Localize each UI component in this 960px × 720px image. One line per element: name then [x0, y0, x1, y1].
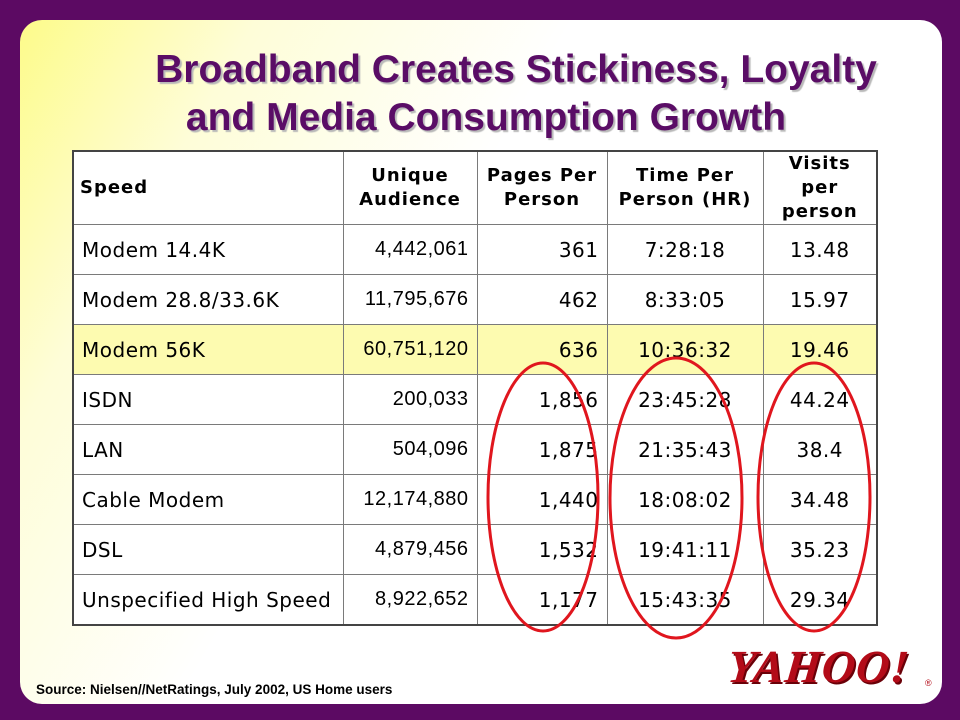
col-header-audience: Unique Audience — [342, 150, 478, 225]
cell-speed: Modem 28.8/33.6K — [72, 274, 344, 325]
col-header-audience-line2: Audience — [359, 189, 461, 210]
source-note: Source: Nielsen//NetRatings, July 2002, … — [36, 682, 393, 697]
col-header-speed: Speed — [72, 150, 344, 225]
cell-audience: 4,442,061 — [342, 224, 478, 275]
cell-visits: 34.48 — [762, 474, 878, 525]
table-row: Cable Modem 12,174,880 1,440 18:08:02 34… — [72, 474, 878, 525]
slide-title: Broadband Creates Stickiness, Loyalty an… — [20, 46, 942, 142]
cell-pages: 636 — [476, 324, 608, 375]
cell-visits: 19.46 — [762, 324, 878, 375]
cell-time: 10:36:32 — [606, 324, 764, 375]
cell-speed: Cable Modem — [72, 474, 344, 525]
table-header-row: Speed Unique Audience Pages Per Person Tim… — [72, 150, 878, 225]
table-row-highlighted: Modem 56K 60,751,120 636 10:36:32 19.46 — [72, 324, 878, 375]
table-row: Modem 14.4K 4,442,061 361 7:28:18 13.48 — [72, 224, 878, 275]
registered-mark: ® — [925, 678, 932, 688]
cell-speed: Modem 56K — [72, 324, 344, 375]
cell-pages: 361 — [476, 224, 608, 275]
cell-speed: Unspecified High Speed — [72, 574, 344, 626]
cell-audience: 11,795,676 — [342, 274, 478, 325]
col-header-pages-line2: Person — [503, 189, 581, 210]
cell-pages: 1,856 — [476, 374, 608, 425]
col-header-visits: Visits per person — [762, 150, 878, 225]
slide: Broadband Creates Stickiness, Loyalty an… — [20, 20, 942, 704]
broadband-table: Speed Unique Audience Pages Per Person Tim… — [72, 150, 878, 626]
title-line-1: Broadband Creates Stickiness, Loyalty — [155, 48, 877, 91]
table-row: DSL 4,879,456 1,532 19:41:11 35.23 — [72, 524, 878, 575]
table-row: Unspecified High Speed 8,922,652 1,177 1… — [72, 574, 878, 626]
cell-time: 19:41:11 — [606, 524, 764, 575]
cell-visits: 35.23 — [762, 524, 878, 575]
col-header-time: Time Per Person (HR) — [606, 150, 764, 225]
table-row: Modem 28.8/33.6K 11,795,676 462 8:33:05 … — [72, 274, 878, 325]
cell-speed: DSL — [72, 524, 344, 575]
cell-time: 8:33:05 — [606, 274, 764, 325]
cell-time: 18:08:02 — [606, 474, 764, 525]
col-header-time-line1: Time Per — [636, 165, 734, 186]
cell-audience: 200,033 — [342, 374, 478, 425]
cell-time: 23:45:28 — [606, 374, 764, 425]
cell-speed: Modem 14.4K — [72, 224, 344, 275]
cell-visits: 13.48 — [762, 224, 878, 275]
yahoo-logo: YAHOO! — [725, 641, 913, 692]
cell-time: 15:43:35 — [606, 574, 764, 626]
cell-audience: 60,751,120 — [342, 324, 478, 375]
cell-speed: ISDN — [72, 374, 344, 425]
cell-pages: 462 — [476, 274, 608, 325]
col-header-visits-line2: person — [781, 201, 858, 222]
cell-visits: 44.24 — [762, 374, 878, 425]
table-row: ISDN 200,033 1,856 23:45:28 44.24 — [72, 374, 878, 425]
col-header-speed-label: Speed — [80, 177, 149, 198]
cell-visits: 38.4 — [762, 424, 878, 475]
cell-pages: 1,532 — [476, 524, 608, 575]
cell-audience: 12,174,880 — [342, 474, 478, 525]
cell-visits: 15.97 — [762, 274, 878, 325]
cell-audience: 504,096 — [342, 424, 478, 475]
table-row: LAN 504,096 1,875 21:35:43 38.4 — [72, 424, 878, 475]
cell-audience: 4,879,456 — [342, 524, 478, 575]
title-line-2: and Media Consumption Growth — [185, 96, 787, 139]
cell-time: 21:35:43 — [606, 424, 764, 475]
cell-time: 7:28:18 — [606, 224, 764, 275]
col-header-visits-line1: Visits per — [788, 153, 851, 198]
cell-pages: 1,177 — [476, 574, 608, 626]
cell-pages: 1,440 — [476, 474, 608, 525]
col-header-pages-line1: Pages Per — [486, 165, 598, 186]
cell-speed: LAN — [72, 424, 344, 475]
cell-pages: 1,875 — [476, 424, 608, 475]
col-header-audience-line1: Unique — [371, 165, 449, 186]
col-header-time-line2: Person (HR) — [618, 189, 752, 210]
cell-audience: 8,922,652 — [342, 574, 478, 626]
col-header-pages: Pages Per Person — [476, 150, 608, 225]
cell-visits: 29.34 — [762, 574, 878, 626]
